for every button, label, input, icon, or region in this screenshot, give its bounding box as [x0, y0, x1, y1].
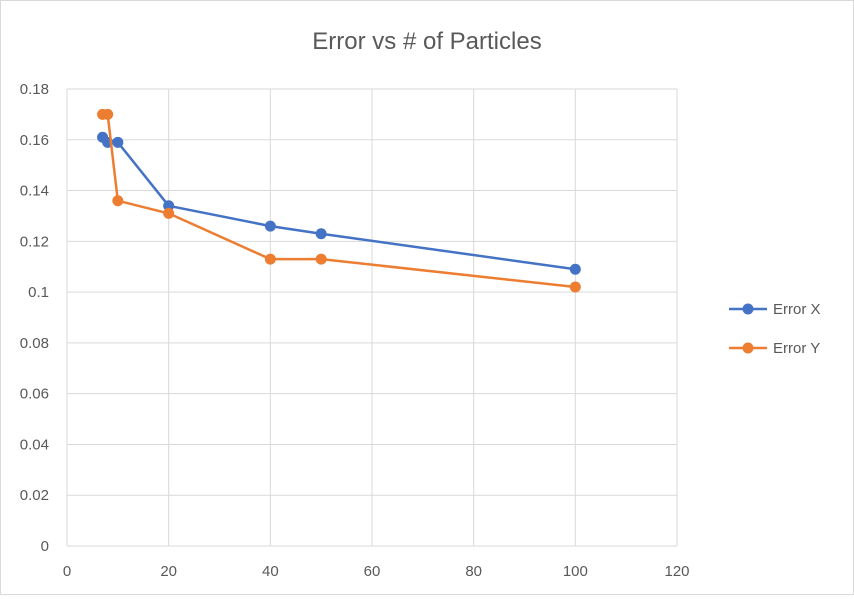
legend-label: Error X: [773, 301, 821, 318]
legend-item: Error X: [729, 301, 821, 318]
series-layer: [97, 108, 581, 293]
data-point: [315, 228, 327, 240]
x-tick-label: 40: [262, 563, 279, 580]
y-tick-label: 0.06: [20, 386, 49, 403]
y-tick-label: 0.14: [20, 183, 49, 200]
x-tick-label: 80: [465, 563, 482, 580]
x-tick-label: 20: [160, 563, 177, 580]
y-tick-label: 0.12: [20, 233, 49, 250]
y-tick-label: 0.1: [28, 284, 49, 301]
x-tick-label: 120: [664, 563, 689, 580]
x-tick-label: 0: [63, 563, 71, 580]
legend-label: Error Y: [773, 340, 820, 357]
legend-item: Error Y: [729, 340, 820, 357]
data-point: [569, 263, 581, 275]
legend: Error X Error Y: [729, 301, 821, 357]
y-tick-label: 0.04: [20, 436, 49, 453]
y-tick-label: 0.16: [20, 132, 49, 149]
series-error-x: [97, 131, 581, 275]
legend-swatch-marker: [742, 303, 754, 315]
y-tick-label: 0.18: [20, 81, 49, 98]
data-point: [264, 220, 276, 232]
series-line: [102, 113, 576, 289]
chart-title: Error vs # of Particles: [312, 28, 541, 55]
tick-labels: 0 0.02 0.04 0.06 0.08 0.1 0.12 0.14 0.16 0.18 0 20 4…: [20, 81, 690, 580]
data-point: [163, 207, 175, 219]
data-point: [102, 108, 114, 120]
data-point: [112, 195, 124, 207]
series-error-y: [97, 108, 581, 293]
data-point: [315, 253, 327, 265]
data-point: [163, 200, 175, 212]
legend-swatch-marker: [742, 342, 754, 354]
x-tick-label: 60: [364, 563, 381, 580]
gridlines: [66, 88, 678, 547]
y-tick-label: 0: [41, 538, 49, 555]
data-point: [112, 136, 124, 148]
data-point: [264, 253, 276, 265]
data-point: [569, 281, 581, 293]
y-tick-label: 0.02: [20, 487, 49, 504]
x-tick-label: 100: [563, 563, 588, 580]
y-tick-label: 0.08: [20, 335, 49, 352]
